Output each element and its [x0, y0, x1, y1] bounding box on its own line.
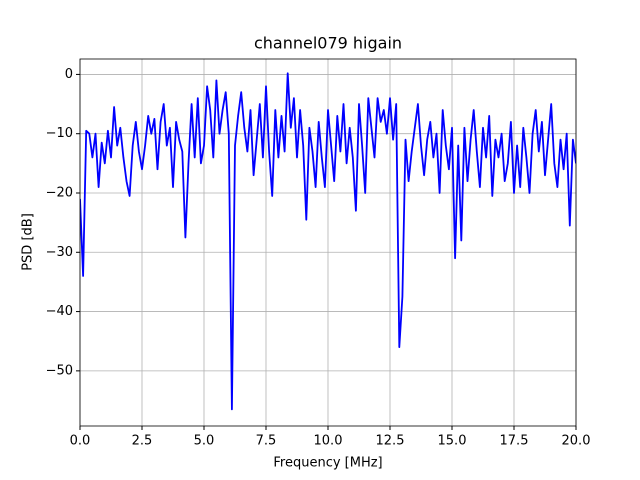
data-line — [80, 72, 576, 411]
x-tick-label: 15.0 — [438, 434, 467, 449]
x-tick-label: 5.0 — [194, 434, 215, 449]
x-tick-label: 0.0 — [70, 434, 91, 449]
x-tick-label: 17.5 — [500, 434, 529, 449]
plot-frame — [79, 58, 577, 427]
y-tick-label: 0 — [65, 67, 73, 82]
y-tick-label: −10 — [46, 126, 73, 141]
x-tick-label: 7.5 — [256, 434, 277, 449]
y-axis-label: PSD [dB] — [21, 213, 36, 271]
y-tick-label: −20 — [46, 185, 73, 200]
x-tick-label: 10.0 — [314, 434, 343, 449]
x-tick-label: 12.5 — [376, 434, 405, 449]
x-tick-label: 20.0 — [562, 434, 591, 449]
x-axis-label: Frequency [MHz] — [273, 456, 382, 471]
y-tick-label: −30 — [46, 245, 73, 260]
y-tick-label: −40 — [46, 304, 73, 319]
chart-title: channel079 higain — [254, 34, 402, 53]
x-tick-label: 2.5 — [132, 434, 153, 449]
y-tick-label: −50 — [46, 363, 73, 378]
